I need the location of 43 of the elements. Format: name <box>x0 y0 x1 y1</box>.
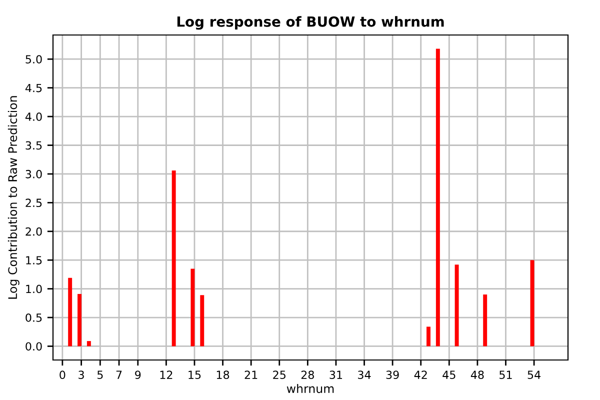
bar <box>454 264 459 346</box>
y-tick-label: 2.0 <box>26 227 42 236</box>
x-tick-label: 42 <box>414 370 427 379</box>
chart-title: Log response of BUOW to whrnum <box>177 16 444 30</box>
x-tick-label: 39 <box>386 370 399 380</box>
y-tick-label: 3.0 <box>26 170 42 178</box>
y-tick-label: 5.0 <box>26 55 42 64</box>
x-tick-label: 3 <box>78 370 84 380</box>
x-tick-label: 51 <box>500 370 512 380</box>
x-tick-label: 21 <box>244 370 258 379</box>
x-tick-label: 9 <box>135 370 141 380</box>
y-tick-label: 0.0 <box>26 342 42 351</box>
x-tick-label: 5 <box>97 370 103 380</box>
bar <box>172 170 176 346</box>
y-tick-label: 4.0 <box>25 112 42 121</box>
y-tick-label: 2.5 <box>26 198 42 208</box>
x-tick-label: 25 <box>273 370 286 380</box>
x-tick-label: 18 <box>216 370 230 380</box>
x-tick-label: 7 <box>116 370 122 379</box>
bar <box>86 341 91 346</box>
y-tick-label: 0.5 <box>26 313 42 322</box>
x-tick-label: 12 <box>160 370 172 379</box>
x-tick-label: 31 <box>330 370 342 380</box>
x-tick-label: 0 <box>60 370 66 380</box>
bar <box>200 295 204 346</box>
bar <box>78 294 82 346</box>
y-tick-label: 1.0 <box>26 284 42 294</box>
x-tick-label: 54 <box>528 370 540 380</box>
x-tick-label: 45 <box>442 370 456 380</box>
y-tick-label: 3.5 <box>26 141 42 150</box>
bar <box>436 48 440 346</box>
x-tick-label: 28 <box>301 370 314 380</box>
bar <box>68 278 72 346</box>
bar <box>483 294 488 346</box>
bar <box>426 326 430 346</box>
x-tick-label: 34 <box>358 370 371 380</box>
y-axis-title: Log Contribution to Raw Prediction <box>8 96 20 299</box>
x-axis-title: whrnum <box>286 384 334 394</box>
x-tick-label: 15 <box>188 370 201 380</box>
y-tick-label: 1.5 <box>26 256 42 264</box>
bar <box>190 268 195 346</box>
y-tick-label: 4.5 <box>25 84 42 92</box>
x-tick-label: 48 <box>470 370 484 380</box>
